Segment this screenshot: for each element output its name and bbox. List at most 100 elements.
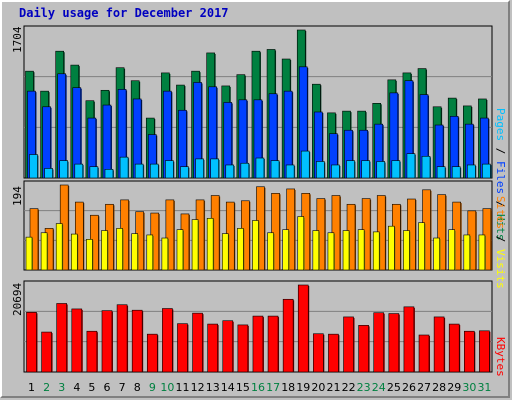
bar-pages <box>180 166 189 179</box>
bar-sites <box>131 233 138 271</box>
bar-pages <box>134 163 144 179</box>
bar-visits <box>437 194 446 271</box>
bar-pages <box>165 160 174 179</box>
day-tick-label: 27 <box>417 381 431 394</box>
bar-kbytes <box>373 312 385 373</box>
bar-sites <box>478 234 486 271</box>
bar-kbytes <box>26 312 37 373</box>
bar-kbytes <box>388 313 400 373</box>
bar-pages <box>300 150 310 179</box>
day-tick-label: 23 <box>357 381 371 394</box>
bar-pages <box>331 164 340 179</box>
bar-kbytes <box>192 312 203 373</box>
bar-kbytes <box>313 333 324 373</box>
bar-kbytes <box>358 325 369 373</box>
bar-sites <box>297 216 305 271</box>
bar-sites <box>70 233 78 271</box>
bar-sites <box>282 229 289 271</box>
bar-pages <box>104 169 114 179</box>
bar-sites <box>388 225 395 271</box>
bar-sites <box>357 229 365 271</box>
bar-sites <box>312 230 320 271</box>
bar-kbytes <box>177 323 188 373</box>
middle-panel-max-label: 194 <box>11 186 24 206</box>
day-tick-label: 20 <box>311 381 325 394</box>
bar-sites <box>403 230 410 271</box>
bar-sites <box>86 239 93 271</box>
day-tick-label: 17 <box>266 381 280 394</box>
bar-sites <box>40 232 48 271</box>
bar-kbytes <box>131 309 143 373</box>
bar-sites <box>237 228 244 271</box>
bar-pages <box>406 153 416 179</box>
legend-middle: Sites / Visits <box>494 196 507 289</box>
chart-title: Daily usage for December 2017 <box>19 6 229 20</box>
bar-pages <box>74 163 84 179</box>
bar-kbytes <box>479 330 490 373</box>
legend-sites: Sites <box>494 196 507 230</box>
bar-kbytes <box>418 334 430 373</box>
bar-kbytes <box>162 308 173 373</box>
day-tick-label: 8 <box>134 381 141 394</box>
day-tick-label: 31 <box>477 381 491 394</box>
bar-sites <box>267 232 274 271</box>
bar-sites <box>116 228 123 271</box>
day-tick-label: 11 <box>176 381 190 394</box>
bar-pages <box>391 160 401 179</box>
bar-sites <box>101 230 108 271</box>
legend-pages: Pages <box>494 108 507 142</box>
bar-sites <box>55 223 63 271</box>
day-tick-label: 6 <box>104 381 111 394</box>
legend-visits: Visits <box>494 249 507 289</box>
bar-pages <box>255 157 265 179</box>
day-tick-label: 18 <box>281 381 295 394</box>
legend-files: Files <box>494 161 507 195</box>
top-panel-max-label: 1704 <box>11 26 24 54</box>
bar-pages <box>225 164 235 179</box>
bar-pages <box>270 160 280 179</box>
bar-kbytes <box>464 330 475 373</box>
day-tick-label: 29 <box>447 381 461 394</box>
bar-sites <box>206 217 214 271</box>
day-tick-label: 30 <box>462 381 476 394</box>
bar-sites <box>342 230 350 271</box>
bar-kbytes <box>267 315 279 373</box>
bar-pages <box>195 158 204 179</box>
day-tick-label: 19 <box>296 381 310 394</box>
bar-pages <box>29 154 38 179</box>
bar-kbytes <box>343 316 354 373</box>
day-tick-label: 7 <box>119 381 126 394</box>
bar-kbytes <box>282 298 294 373</box>
bottom-panel-max-label: 20694 <box>11 282 24 316</box>
bar-kbytes <box>237 324 249 373</box>
day-tick-label: 3 <box>58 381 65 394</box>
bar-kbytes <box>403 306 415 373</box>
bar-pages <box>149 163 159 179</box>
day-tick-label: 14 <box>221 381 235 394</box>
bar-visits <box>271 193 280 271</box>
bar-sites <box>327 232 335 271</box>
bar-kbytes <box>101 310 113 373</box>
bar-sites <box>448 229 456 271</box>
bar-kbytes <box>116 304 128 373</box>
bar-pages <box>451 166 461 179</box>
bar-pages <box>316 161 325 179</box>
bar-pages <box>59 160 68 179</box>
day-tick-label: 25 <box>387 381 401 394</box>
bar-sites <box>191 219 199 271</box>
bar-visits <box>165 199 175 271</box>
legend-bottom: KBytes <box>494 337 507 377</box>
bar-kbytes <box>146 333 158 373</box>
bar-sites <box>433 237 440 271</box>
bar-sites <box>372 231 380 271</box>
bar-pages <box>421 155 431 179</box>
bar-pages <box>436 166 446 179</box>
bar-kbytes <box>433 316 445 373</box>
bar-kbytes <box>448 323 460 373</box>
day-tick-label: 22 <box>342 381 356 394</box>
day-tick-label: 9 <box>149 381 156 394</box>
bar-sites <box>176 229 184 271</box>
bar-pages <box>119 156 129 179</box>
bar-sites <box>221 233 229 271</box>
